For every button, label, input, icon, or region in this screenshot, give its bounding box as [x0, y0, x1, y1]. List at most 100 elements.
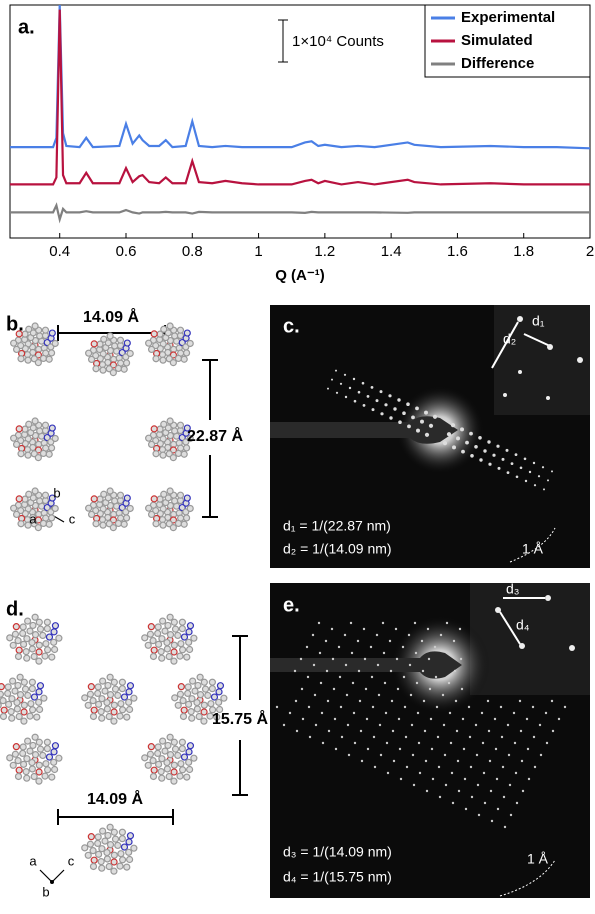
atom — [158, 774, 166, 782]
spot — [474, 445, 478, 449]
spot — [489, 789, 493, 793]
spot — [389, 416, 393, 420]
atom — [216, 682, 225, 690]
atom — [95, 700, 103, 708]
atom — [207, 700, 215, 708]
spot — [307, 705, 311, 709]
spot — [401, 645, 405, 649]
spot — [515, 801, 519, 805]
atom — [27, 700, 35, 708]
spot — [356, 639, 360, 643]
atom — [81, 694, 89, 702]
atom — [180, 753, 189, 761]
atom — [89, 712, 98, 721]
atom — [100, 335, 108, 343]
atom — [19, 749, 27, 758]
atom — [118, 828, 126, 836]
spot — [406, 402, 410, 407]
spot — [539, 753, 543, 757]
atom — [26, 627, 34, 635]
atom — [195, 712, 203, 721]
atom — [164, 741, 172, 750]
atom — [23, 635, 31, 643]
atom — [48, 773, 56, 781]
atom — [147, 743, 155, 751]
atom — [15, 330, 23, 338]
spot — [301, 717, 305, 721]
spot — [390, 699, 394, 703]
atom — [149, 772, 158, 781]
atom — [12, 345, 21, 354]
spot — [370, 386, 374, 389]
spot — [443, 753, 447, 757]
atom — [99, 366, 107, 374]
spot — [331, 657, 335, 661]
atom — [200, 678, 208, 686]
x-tick-label: 0.6 — [116, 243, 137, 260]
spot — [430, 747, 434, 751]
atom — [179, 712, 188, 721]
atom — [22, 768, 30, 776]
atom — [15, 766, 23, 774]
atom — [11, 630, 20, 638]
atom — [193, 705, 201, 713]
atom — [114, 841, 122, 850]
spot — [501, 457, 505, 461]
atom — [8, 714, 16, 722]
atom — [94, 683, 102, 691]
atom — [45, 450, 53, 458]
spot — [550, 699, 554, 703]
spot — [483, 449, 487, 453]
atom — [31, 322, 39, 330]
spot — [331, 378, 333, 381]
spot — [332, 687, 336, 691]
spot — [475, 753, 479, 757]
atom — [146, 630, 155, 638]
x-tick-label: 1 — [254, 243, 262, 260]
spot — [415, 406, 419, 411]
spot — [527, 777, 531, 781]
spot — [450, 771, 454, 775]
spot — [551, 470, 553, 473]
atom — [24, 691, 32, 700]
spot — [375, 399, 379, 403]
atom — [152, 450, 160, 458]
atom — [50, 645, 59, 654]
spot — [422, 699, 426, 703]
atom — [180, 520, 188, 528]
spot — [428, 687, 432, 691]
atom — [154, 629, 162, 638]
atom — [130, 844, 138, 852]
atom — [104, 681, 112, 690]
spot — [379, 753, 383, 757]
spot — [275, 705, 279, 709]
spot — [515, 475, 519, 479]
spot — [362, 627, 366, 631]
spot — [417, 741, 421, 745]
atom — [116, 491, 125, 499]
spot — [325, 669, 329, 673]
atom — [21, 685, 30, 693]
spot — [480, 711, 484, 715]
spot — [339, 382, 343, 385]
scale-label: 1 Å — [527, 851, 549, 867]
scale-arc — [499, 527, 556, 897]
atom — [10, 504, 18, 512]
spot — [380, 412, 384, 416]
atom — [12, 743, 20, 751]
atom — [185, 638, 193, 646]
plot-frame — [9, 4, 591, 239]
atom — [166, 487, 174, 495]
spot — [371, 705, 375, 709]
atom — [155, 640, 163, 648]
spot — [520, 759, 524, 763]
atom — [174, 631, 182, 640]
atom — [120, 365, 128, 373]
spot — [496, 807, 500, 811]
spot — [514, 771, 518, 775]
atom — [16, 691, 25, 699]
series-line — [10, 4, 591, 150]
atom — [14, 637, 22, 645]
atom — [92, 365, 100, 373]
spot — [483, 801, 487, 805]
